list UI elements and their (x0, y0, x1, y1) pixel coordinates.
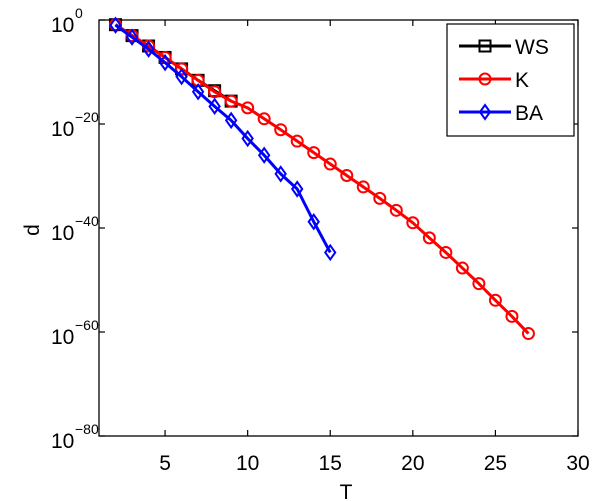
y-tick-label: 10 (51, 430, 74, 453)
legend-marker-k (478, 72, 492, 86)
legend-entry-k: K (459, 69, 529, 92)
legend-label-ws: WS (515, 36, 549, 59)
x-axis-label: T (340, 481, 353, 501)
series-k (109, 18, 535, 341)
data-point-k (356, 180, 370, 194)
y-tick-exponent: −80 (75, 421, 99, 437)
data-point-ba (257, 146, 271, 164)
data-point-k (257, 112, 271, 126)
data-point-k (406, 216, 420, 230)
data-point-ba (109, 16, 122, 34)
data-point-ba (324, 243, 337, 262)
series-ba (109, 16, 337, 262)
series-line-k (114, 23, 530, 335)
data-point-k (373, 191, 387, 205)
data-point-k (241, 101, 255, 115)
data-point-k (274, 123, 288, 137)
y-tick-exponent: 0 (75, 5, 83, 21)
data-point-k (455, 261, 469, 275)
data-point-k (439, 245, 453, 259)
legend-marker-ba (478, 103, 492, 121)
data-point-k (521, 327, 535, 341)
data-point-k (472, 277, 486, 291)
data-point-ba (241, 129, 254, 148)
x-tick-label: 15 (319, 452, 342, 475)
data-point-ba (208, 97, 221, 116)
series-layer (109, 16, 535, 341)
data-point-ba (125, 28, 139, 46)
x-tick-label: 5 (159, 452, 171, 475)
legend-label-k: K (515, 69, 529, 92)
data-point-ba (175, 67, 188, 86)
data-point-ba (191, 83, 205, 101)
y-tick-exponent: −60 (75, 317, 99, 333)
y-axis-label: d (21, 224, 44, 236)
data-point-k (422, 231, 436, 245)
y-tick-label: 10 (51, 222, 74, 245)
data-point-k (208, 85, 222, 99)
data-point-k (340, 168, 354, 182)
y-tick-exponent: −20 (75, 109, 99, 125)
data-point-k (290, 134, 304, 148)
data-point-k (307, 146, 321, 160)
legend-entry-ba: BA (459, 102, 543, 125)
data-point-ba (290, 180, 304, 198)
legend-label-ba: BA (515, 102, 543, 125)
data-point-k (175, 62, 189, 76)
legend-marker-ws (478, 39, 492, 53)
data-point-k (224, 94, 238, 108)
x-tick-label: 10 (236, 452, 259, 475)
legend: WS K BA (446, 23, 575, 137)
y-tick-label: 10 (51, 118, 74, 141)
data-point-ba (158, 53, 172, 72)
x-tick-label: 25 (484, 452, 507, 475)
data-point-ba (307, 213, 320, 231)
y-tick-exponent: −40 (75, 213, 99, 229)
data-point-ba (274, 165, 287, 183)
x-tick-label: 20 (401, 452, 424, 475)
y-tick-label: 10 (51, 326, 74, 349)
data-point-ba (224, 111, 238, 130)
data-point-k (323, 157, 337, 171)
data-point-k (505, 309, 519, 323)
y-tick-label: 10 (51, 14, 74, 37)
x-tick-label: 30 (566, 452, 589, 475)
data-point-k (389, 203, 403, 217)
legend-entry-ws: WS (459, 36, 549, 59)
data-point-k (488, 293, 502, 307)
data-point-ba (142, 40, 155, 58)
